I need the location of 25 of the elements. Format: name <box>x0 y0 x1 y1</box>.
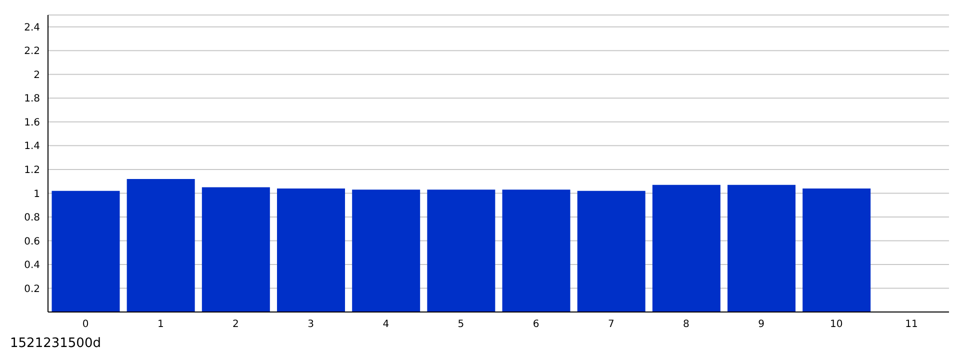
x-tick-label: 4 <box>382 319 390 330</box>
y-tick-label: 1.8 <box>24 94 40 105</box>
x-tick-label: 2 <box>232 319 239 330</box>
x-tick-label: 3 <box>308 319 314 330</box>
y-tick-label: 2 <box>34 70 40 81</box>
x-tick-label: 8 <box>683 319 690 330</box>
x-tick-label: 6 <box>532 319 540 330</box>
y-tick-label: 2.4 <box>24 22 40 34</box>
x-tick-label: 5 <box>458 319 464 330</box>
x-tick-label: 9 <box>758 319 764 330</box>
x-tick-label: 7 <box>608 319 614 330</box>
x-tick-label: 11 <box>905 319 918 330</box>
y-tick-label: 1.6 <box>24 117 40 128</box>
y-tick-label: 0.6 <box>24 236 40 248</box>
x-tick-label: 1 <box>157 319 164 330</box>
x-tick-label: 0 <box>82 319 89 330</box>
y-tick-label: 1.4 <box>24 141 40 152</box>
y-tick-label: 0.2 <box>24 284 40 295</box>
y-tick-label: 0.8 <box>24 212 40 224</box>
y-tick-label: 0.4 <box>24 260 40 272</box>
text: 1521231500d <box>10 336 101 351</box>
y-tick-label: 2.2 <box>24 46 40 58</box>
y-tick-label: 1.2 <box>24 164 40 176</box>
y-tick-label: 1 <box>34 188 40 200</box>
x-tick-label: 10 <box>830 319 843 330</box>
